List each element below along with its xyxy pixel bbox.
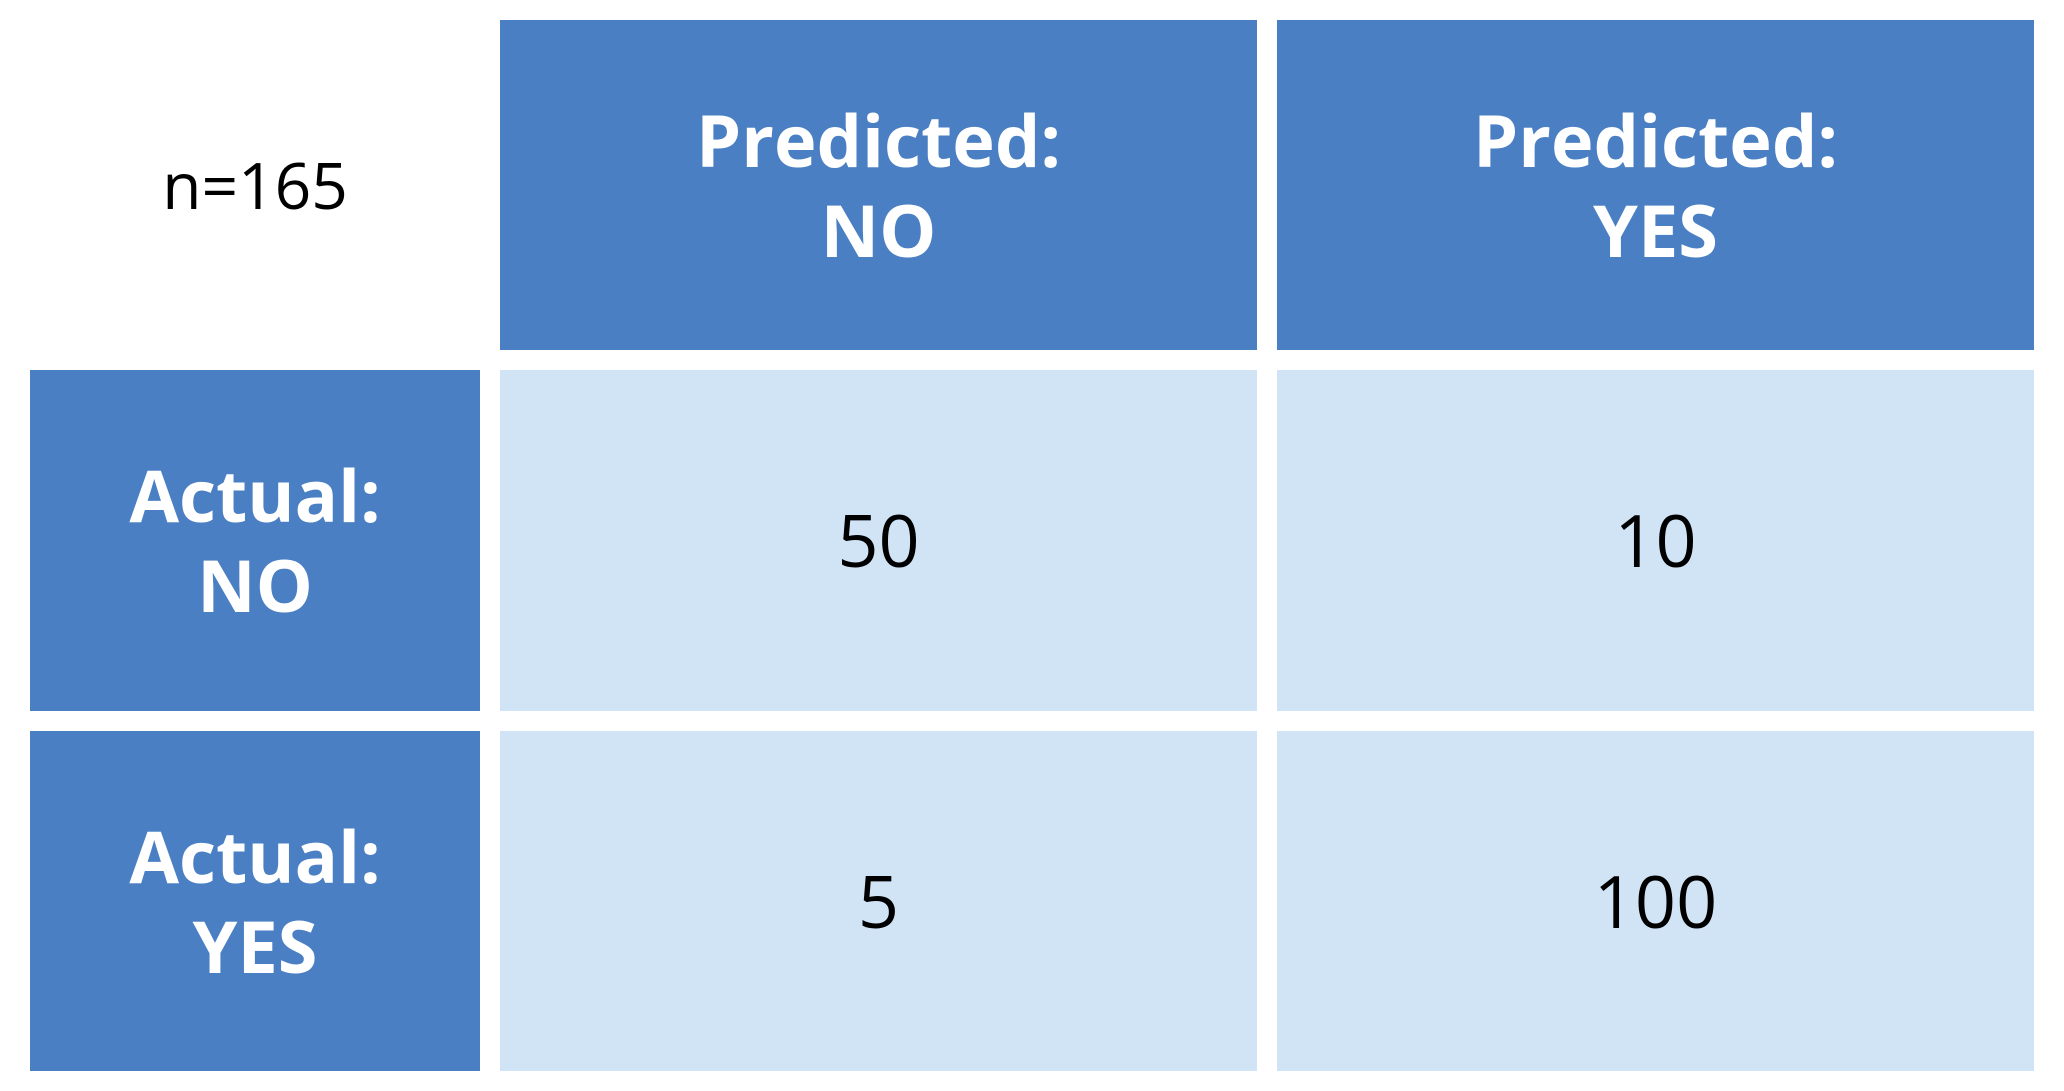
- value-cell-tp: 100: [1277, 731, 2034, 1072]
- value-cell-tn: 50: [500, 370, 1257, 711]
- col-header-predicted-no: Predicted: NO: [500, 20, 1257, 350]
- col-header-predicted-yes: Predicted: YES: [1277, 20, 2034, 350]
- value-text: 50: [837, 495, 919, 585]
- value-text: 100: [1594, 856, 1718, 946]
- value-text: 5: [858, 856, 899, 946]
- corner-label: n=165: [162, 145, 348, 225]
- row-header-text: Actual: YES: [129, 811, 380, 991]
- row-header-text: Actual: NO: [129, 450, 380, 630]
- confusion-matrix-table: n=165 Predicted: NO Predicted: YES Actua…: [30, 20, 2034, 1071]
- value-cell-fp: 10: [1277, 370, 2034, 711]
- col-header-text: Predicted: YES: [1473, 95, 1838, 275]
- value-text: 10: [1614, 495, 1696, 585]
- corner-label-cell: n=165: [30, 20, 480, 350]
- row-header-actual-no: Actual: NO: [30, 370, 480, 711]
- row-header-actual-yes: Actual: YES: [30, 731, 480, 1072]
- col-header-text: Predicted: NO: [696, 95, 1061, 275]
- value-cell-fn: 5: [500, 731, 1257, 1072]
